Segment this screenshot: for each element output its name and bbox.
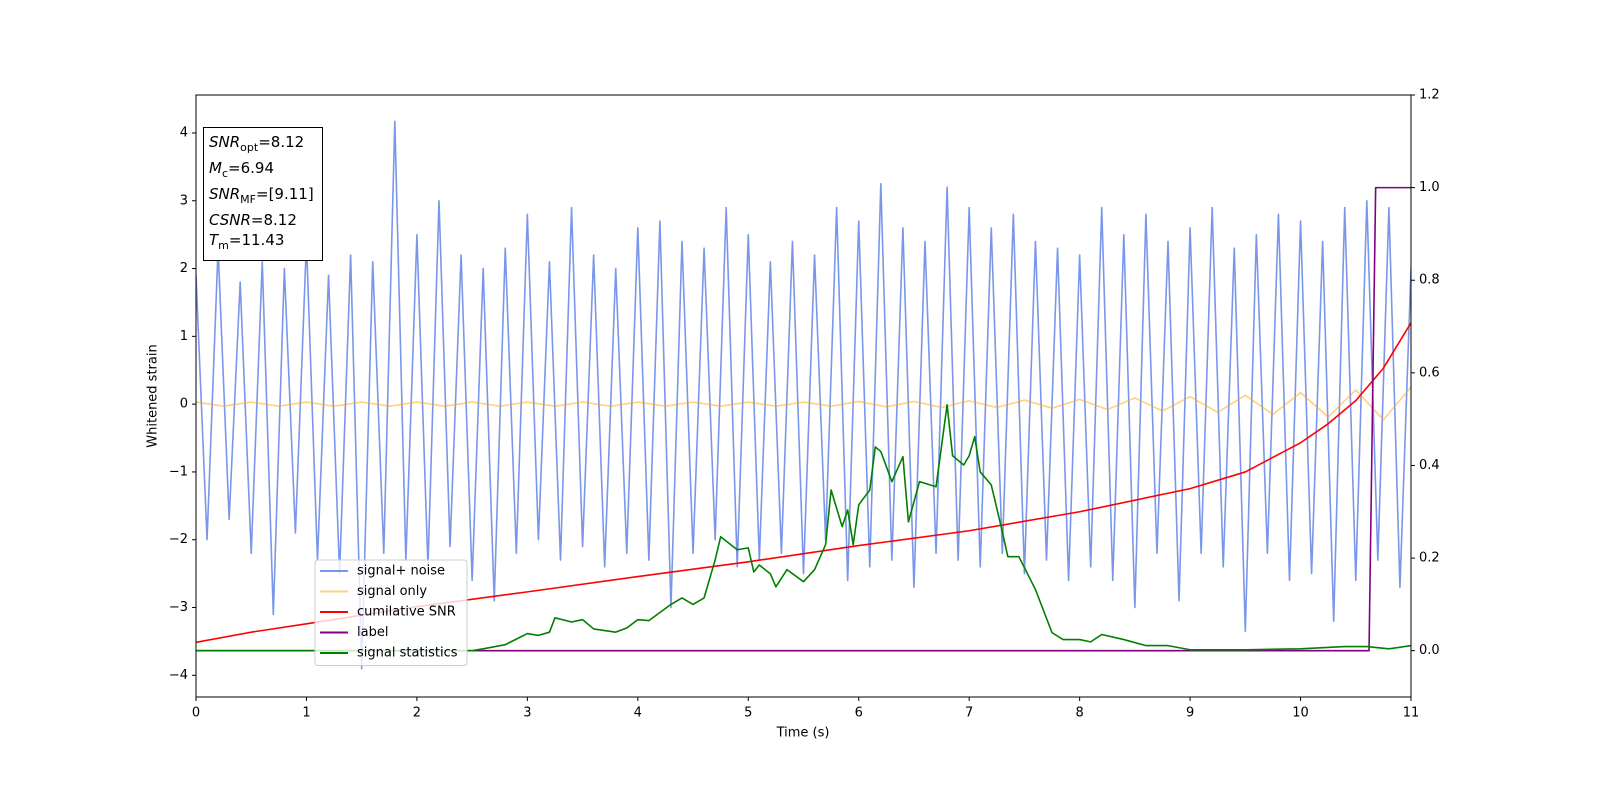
y-tick-label: 3: [180, 193, 188, 208]
info-symbol: CSNR: [209, 211, 251, 229]
series-line: [196, 186, 1411, 652]
series-line: [196, 404, 1411, 652]
y-tick-label: 2: [180, 261, 188, 276]
x-tick-label: 1: [302, 706, 310, 721]
y-tick-label: −4: [169, 668, 188, 683]
series-line: [196, 120, 1411, 670]
info-line: Tm=11.43: [209, 230, 322, 256]
y2-tick-label: 0.0: [1419, 643, 1440, 658]
y-tick-label: 0: [180, 397, 188, 412]
info-box: SNRopt=8.12 Mc=6.94 SNRMF=[9.11] CSNR=8.12 T…: [203, 127, 323, 261]
legend-box: [314, 559, 468, 666]
info-symbol: M: [209, 159, 222, 177]
info-subscript: c: [221, 167, 229, 180]
x-tick-label: 2: [413, 706, 421, 721]
info-line: SNRopt=8.12: [209, 132, 322, 158]
legend-label: cumilative SNR: [357, 605, 456, 620]
info-value: =8.12: [250, 211, 297, 229]
info-symbol: SNR: [209, 133, 241, 151]
x-tick-label: 5: [744, 706, 752, 721]
y-tick-label: −3: [169, 600, 188, 615]
series-line: [196, 386, 1411, 421]
x-tick-label: 8: [1075, 706, 1083, 721]
y2-tick-label: 1.2: [1419, 88, 1440, 103]
legend-label: signal statistics: [357, 646, 458, 661]
x-tick-label: 4: [634, 706, 642, 721]
info-subscript: MF: [240, 193, 256, 206]
y2-tick-label: 1.0: [1419, 180, 1440, 195]
x-axis-label: Time (s): [776, 726, 830, 741]
info-line: CSNR=8.12: [209, 210, 322, 230]
info-value: =8.12: [258, 133, 305, 151]
x-tick-label: 0: [192, 706, 200, 721]
plot-frame: [195, 94, 1412, 698]
y-tick-label: 1: [180, 329, 188, 344]
info-subscript: opt: [240, 141, 259, 154]
legend-label: label: [357, 625, 388, 640]
info-line: SNRMF=[9.11]: [209, 184, 322, 210]
y-tick-label: −1: [169, 464, 188, 479]
x-tick-label: 7: [965, 706, 973, 721]
y-tick-label: −2: [169, 532, 188, 547]
info-value: =6.94: [228, 159, 274, 177]
info-value: =11.43: [228, 231, 285, 249]
x-tick-label: 3: [523, 706, 531, 721]
y2-tick-label: 0.6: [1419, 365, 1440, 380]
x-tick-label: 10: [1292, 706, 1309, 721]
x-tick-label: 9: [1186, 706, 1194, 721]
info-symbol: SNR: [209, 185, 241, 203]
info-subscript: m: [218, 239, 229, 252]
y2-tick-label: 0.2: [1419, 551, 1440, 566]
legend-label: signal+ noise: [357, 564, 445, 579]
info-line: Mc=6.94: [209, 158, 322, 184]
x-tick-label: 11: [1403, 706, 1420, 721]
info-value: =[9.11]: [256, 185, 314, 203]
y-axis-label: Whitened strain: [146, 344, 161, 447]
x-tick-label: 6: [855, 706, 863, 721]
y2-tick-label: 0.8: [1419, 273, 1440, 288]
y2-tick-label: 0.4: [1419, 458, 1440, 473]
y-tick-label: 4: [180, 125, 188, 140]
legend-label: signal only: [357, 584, 427, 599]
info-symbol: T: [209, 231, 219, 249]
